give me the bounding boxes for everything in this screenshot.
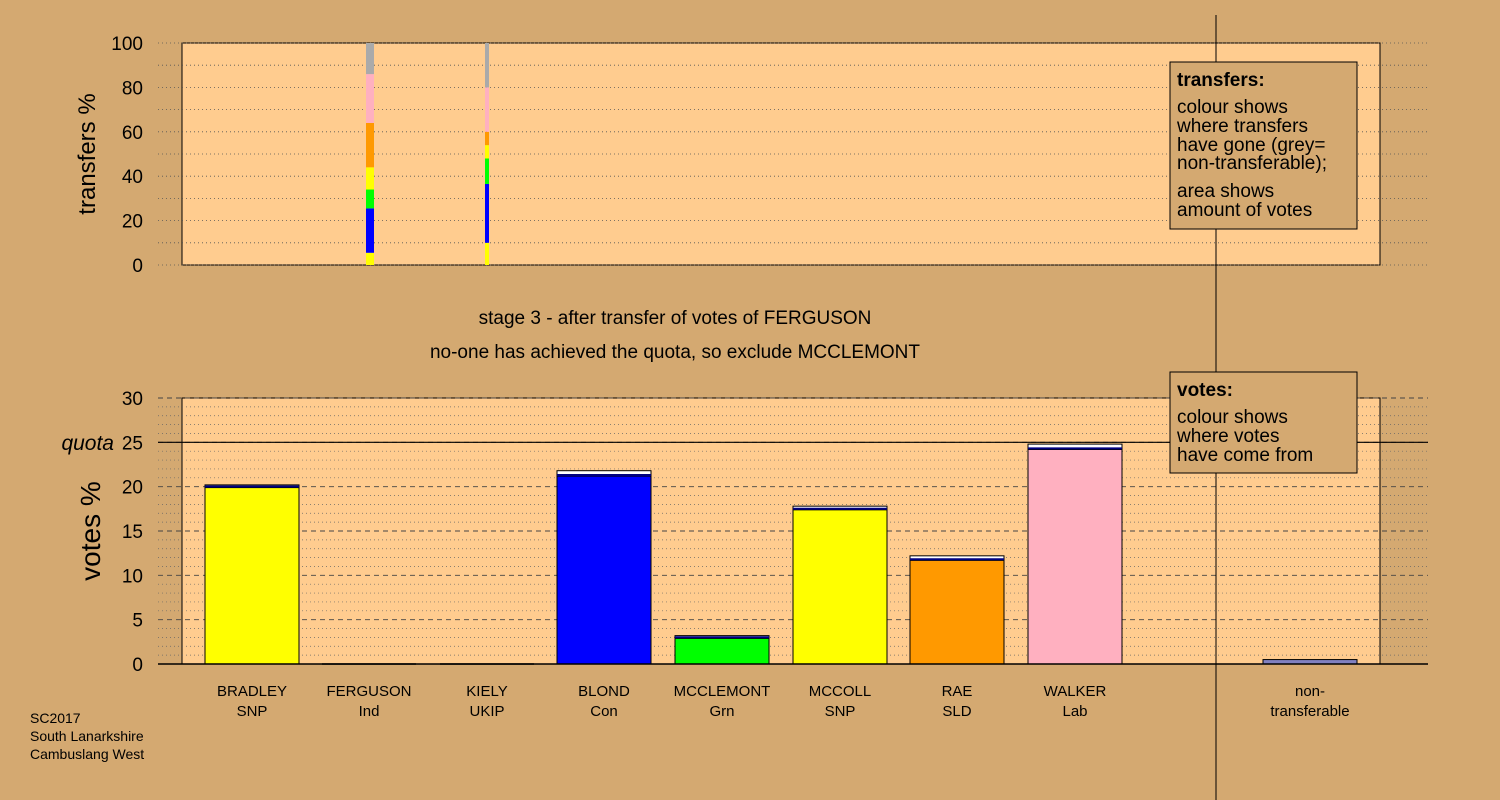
transfers-ytick-label: 20 xyxy=(122,212,143,233)
vote-bar xyxy=(204,487,300,665)
candidate-party: UKIP xyxy=(469,703,504,720)
transfer-segment xyxy=(366,208,374,253)
candidate-labels: BRADLEY SNP FERGUSON Ind KIELY UKIP BLOND Con MC… xyxy=(217,683,1107,720)
candidate-party: Con xyxy=(590,703,618,720)
votes-ytick-label: 20 xyxy=(122,478,143,499)
footer-ward: Cambuslang West xyxy=(30,746,144,762)
votes-ytick-label: 30 xyxy=(122,389,143,410)
transfers-legend-line: have gone (grey= xyxy=(1177,135,1325,156)
votes-ytick-label: 25 xyxy=(122,433,143,454)
transfers-legend-title: transfers: xyxy=(1177,70,1265,91)
votes-ytick-label: 15 xyxy=(122,522,143,543)
transfer-segment xyxy=(366,189,374,209)
candidate-name: FERGUSON xyxy=(326,683,411,700)
stage-subtitle: no-one has achieved the quota, so exclud… xyxy=(430,342,920,363)
transfer-segment xyxy=(485,131,489,146)
transfers-ytick-label: 100 xyxy=(111,34,143,55)
transfers-ytick-label: 80 xyxy=(122,78,143,99)
vote-bar xyxy=(1027,448,1123,665)
transfers-ylabel: transfers % xyxy=(74,93,101,214)
candidate-party: Ind xyxy=(359,703,380,720)
candidate-name: MCCOLL xyxy=(809,683,872,700)
transfer-segment xyxy=(485,183,489,243)
vote-bars xyxy=(204,443,1358,665)
votes-legend-line: colour shows xyxy=(1177,407,1288,428)
transfer-segment xyxy=(366,122,374,168)
vote-bar xyxy=(909,559,1005,665)
votes-ytick-label: 10 xyxy=(122,566,143,587)
transfers-ytick-label: 60 xyxy=(122,123,143,144)
transfer-segment xyxy=(485,242,489,265)
transfer-segment xyxy=(485,87,489,132)
transfer-segment xyxy=(366,167,374,190)
footer-election: SC2017 xyxy=(30,710,81,726)
votes-ytick-label: 0 xyxy=(132,655,143,676)
transfer-segment xyxy=(485,145,489,159)
stage-title: stage 3 - after transfer of votes of FER… xyxy=(479,308,872,329)
transfers-ytick-label: 0 xyxy=(132,256,143,277)
votes-ytick-label: 5 xyxy=(132,611,143,632)
transfers-legend-line: colour shows xyxy=(1177,97,1288,118)
nontransferable-label: transferable xyxy=(1270,703,1349,720)
votes-legend-box xyxy=(1169,371,1358,474)
candidate-name: KIELY xyxy=(466,683,507,700)
votes-legend-title: votes: xyxy=(1177,380,1233,401)
candidate-name: WALKER xyxy=(1044,683,1107,700)
votes-ylabel: votes % xyxy=(75,481,106,581)
candidate-party: SNP xyxy=(237,703,268,720)
votes-legend: votes: colour shows where votes have com… xyxy=(1169,371,1358,474)
nontransferable-label: non- xyxy=(1295,683,1325,700)
footer-council: South Lanarkshire xyxy=(30,728,144,744)
transfers-legend-line: non-transferable); xyxy=(1177,153,1327,174)
vote-bar xyxy=(556,475,652,665)
candidate-name: MCCLEMONT xyxy=(674,683,771,700)
transfer-segment xyxy=(485,43,489,88)
candidate-party: Lab xyxy=(1062,703,1087,720)
candidate-name: RAE xyxy=(942,683,973,700)
votes-legend-line: have come from xyxy=(1177,445,1313,466)
transfers-legend-line: where transfers xyxy=(1176,116,1308,137)
candidate-party: Grn xyxy=(709,703,734,720)
candidate-name: BRADLEY xyxy=(217,683,287,700)
transfers-legend-line: area shows xyxy=(1177,181,1274,202)
candidate-name: BLOND xyxy=(578,683,630,700)
candidate-party: SNP xyxy=(825,703,856,720)
transfer-columns xyxy=(366,43,489,265)
quota-label: quota xyxy=(61,432,114,455)
transfer-segment xyxy=(485,158,489,184)
transfers-legend-box xyxy=(1169,61,1358,230)
votes-legend-line: where votes xyxy=(1176,426,1279,447)
transfer-segment xyxy=(366,252,374,265)
candidate-party: SLD xyxy=(942,703,971,720)
vote-bar xyxy=(674,637,770,665)
transfers-legend-line: amount of votes xyxy=(1177,200,1312,221)
transfer-segment xyxy=(366,43,374,75)
transfers-legend: transfers: colour shows where transfers … xyxy=(1169,61,1358,230)
transfers-ytick-label: 40 xyxy=(122,167,143,188)
transfer-segment xyxy=(366,74,374,123)
vote-bar xyxy=(792,509,888,665)
